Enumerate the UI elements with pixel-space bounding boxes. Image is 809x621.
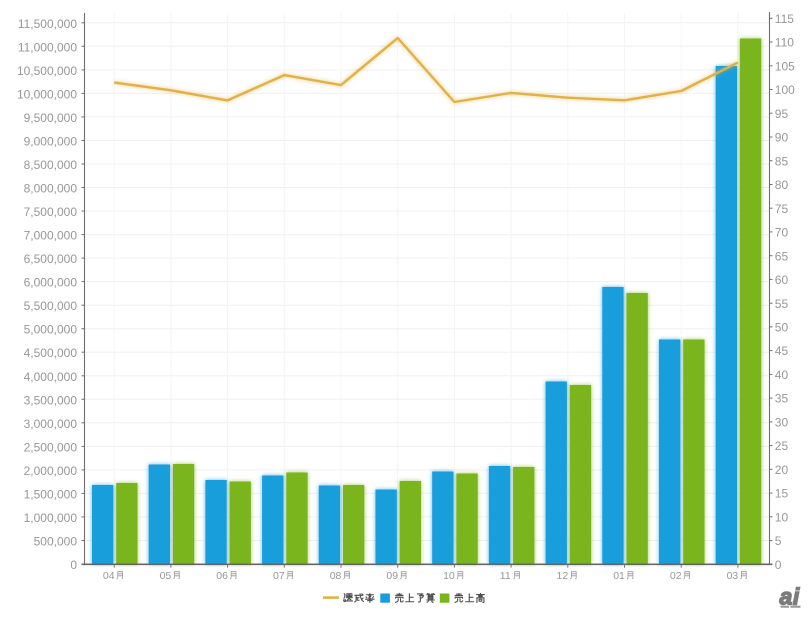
svg-text:10: 10	[443, 570, 455, 582]
svg-text:04: 04	[103, 570, 115, 582]
svg-text:6,500,000: 6,500,000	[24, 252, 78, 266]
svg-text:100: 100	[775, 83, 795, 97]
svg-text:2,000,000: 2,000,000	[24, 464, 78, 478]
svg-text:35: 35	[775, 392, 789, 406]
svg-text:80: 80	[775, 178, 789, 192]
svg-text:25: 25	[775, 439, 789, 453]
svg-text:40: 40	[775, 368, 789, 382]
svg-text:8,000,000: 8,000,000	[24, 182, 78, 196]
svg-text:11: 11	[500, 570, 511, 582]
svg-text:20: 20	[775, 463, 789, 477]
svg-text:7,000,000: 7,000,000	[24, 229, 78, 243]
svg-text:1,500,000: 1,500,000	[24, 487, 78, 501]
svg-text:110: 110	[775, 36, 794, 50]
svg-text:02: 02	[670, 570, 682, 582]
svg-text:10,500,000: 10,500,000	[17, 64, 77, 78]
svg-text:05: 05	[160, 570, 172, 582]
svg-text:75: 75	[775, 202, 789, 216]
svg-text:0: 0	[70, 558, 77, 572]
svg-text:0: 0	[775, 558, 782, 572]
svg-text:10,000,000: 10,000,000	[17, 87, 77, 101]
svg-text:15: 15	[775, 487, 789, 501]
svg-text:2,500,000: 2,500,000	[24, 440, 78, 454]
svg-text:60: 60	[775, 273, 789, 287]
svg-text:5,000,000: 5,000,000	[24, 323, 78, 337]
svg-text:9,000,000: 9,000,000	[24, 135, 78, 149]
svg-text:12: 12	[557, 570, 569, 582]
svg-text:500,000: 500,000	[34, 535, 78, 549]
svg-text:85: 85	[775, 154, 789, 168]
svg-text:08: 08	[330, 570, 342, 582]
svg-text:06: 06	[216, 570, 228, 582]
svg-text:4,500,000: 4,500,000	[24, 346, 78, 360]
svg-text:105: 105	[775, 59, 795, 73]
svg-text:90: 90	[775, 131, 789, 145]
svg-text:5,500,000: 5,500,000	[24, 299, 78, 313]
svg-text:1,000,000: 1,000,000	[24, 511, 78, 525]
svg-text:01: 01	[613, 570, 625, 582]
svg-text:03: 03	[727, 570, 739, 582]
svg-text:11,000,000: 11,000,000	[18, 40, 77, 54]
svg-text:50: 50	[775, 321, 789, 335]
svg-text:95: 95	[775, 107, 789, 121]
svg-text:11,500,000: 11,500,000	[18, 17, 77, 31]
svg-text:3,500,000: 3,500,000	[24, 393, 78, 407]
svg-text:09: 09	[386, 570, 398, 582]
svg-text:30: 30	[775, 416, 789, 430]
svg-text:07: 07	[273, 570, 285, 582]
svg-text:ai: ai	[780, 583, 800, 609]
svg-text:55: 55	[775, 297, 789, 311]
svg-text:4,000,000: 4,000,000	[24, 370, 78, 384]
svg-text:45: 45	[775, 344, 789, 358]
svg-text:7,500,000: 7,500,000	[24, 205, 78, 219]
svg-text:5: 5	[775, 534, 782, 548]
svg-text:115: 115	[775, 12, 794, 26]
svg-text:9,500,000: 9,500,000	[24, 111, 78, 125]
svg-text:8,500,000: 8,500,000	[24, 158, 78, 172]
svg-text:6,000,000: 6,000,000	[24, 276, 78, 290]
svg-text:65: 65	[775, 249, 789, 263]
svg-text:3,000,000: 3,000,000	[24, 417, 78, 431]
svg-text:10: 10	[775, 510, 789, 524]
svg-text:70: 70	[775, 226, 789, 240]
